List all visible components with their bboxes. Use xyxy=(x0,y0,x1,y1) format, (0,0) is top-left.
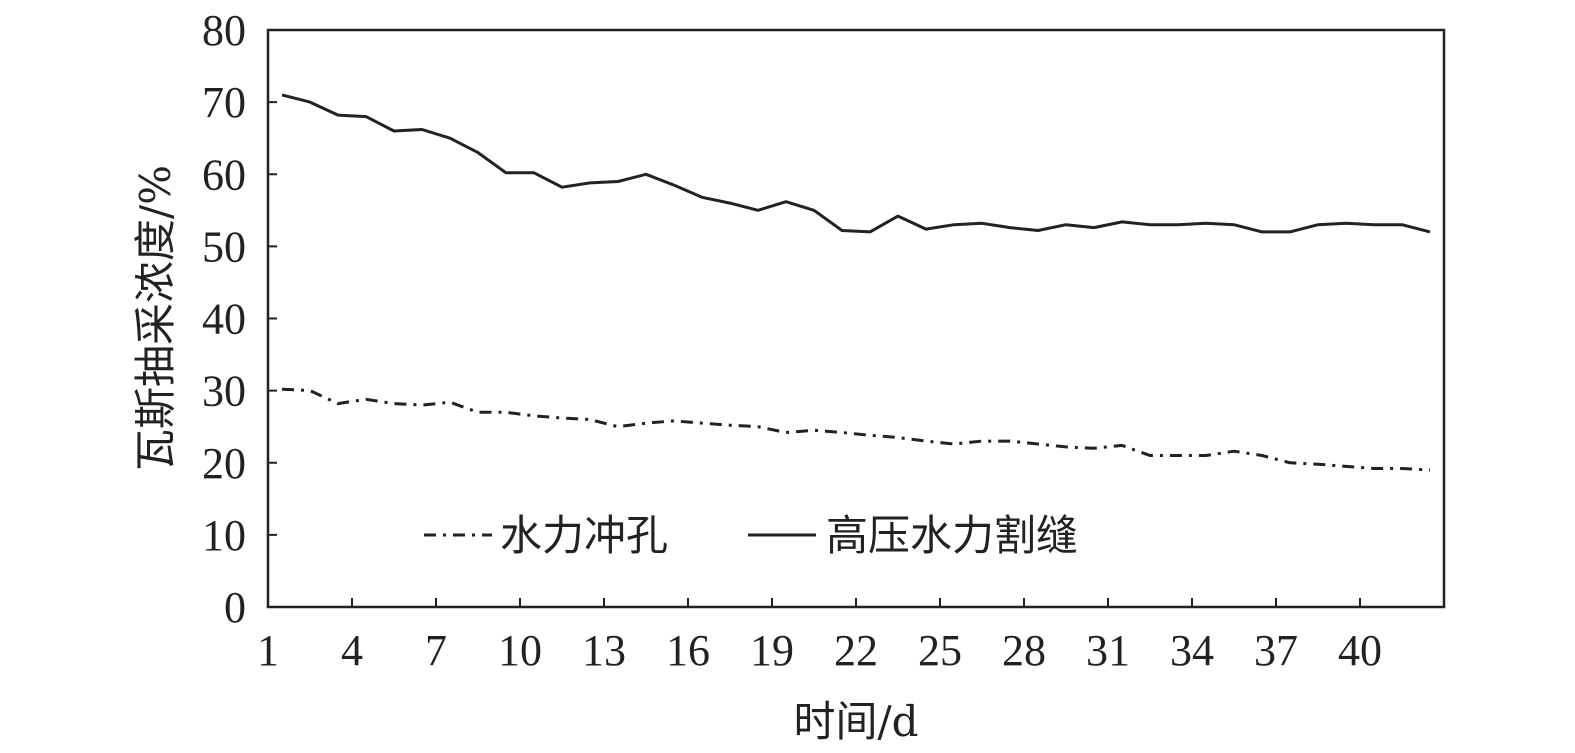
x-tick-label: 28 xyxy=(1002,626,1046,675)
y-tick-label: 40 xyxy=(202,295,246,344)
x-tick-label: 37 xyxy=(1254,626,1298,675)
x-tick-label: 40 xyxy=(1338,626,1382,675)
series-lines xyxy=(281,93,1431,472)
x-axis-title: 时间/d xyxy=(793,697,918,746)
x-tick-label: 4 xyxy=(341,626,363,675)
y-tick-label: 70 xyxy=(202,78,246,127)
y-tick-label: 60 xyxy=(202,150,246,199)
x-tick-label: 31 xyxy=(1086,626,1130,675)
series-line-水力冲孔 xyxy=(281,387,1431,472)
x-axis-ticks: 1 4 7 10 13 16 19 22 25 28 31 34 37 40 xyxy=(257,598,1382,675)
y-tick-label: 50 xyxy=(202,222,246,271)
y-tick-label: 20 xyxy=(202,439,246,488)
y-tick-label: 10 xyxy=(202,511,246,560)
legend-label-高压水力割缝: 高压水力割缝 xyxy=(826,511,1078,560)
x-tick-label: 19 xyxy=(750,626,794,675)
x-tick-label: 13 xyxy=(582,626,626,675)
x-tick-label: 22 xyxy=(834,626,878,675)
y-axis-title: 瓦斯抽采浓度/% xyxy=(131,165,180,471)
series-line-高压水力割缝 xyxy=(281,93,1431,234)
y-tick-label: 0 xyxy=(224,583,246,632)
x-tick-label: 1 xyxy=(257,626,279,675)
x-tick-label: 34 xyxy=(1170,626,1214,675)
y-tick-label: 80 xyxy=(202,6,246,55)
x-tick-label: 10 xyxy=(498,626,542,675)
x-tick-label: 7 xyxy=(425,626,447,675)
x-tick-label: 16 xyxy=(666,626,710,675)
legend: 水力冲孔 高压水力割缝 xyxy=(424,511,1078,560)
y-axis-ticks: 0 10 20 30 40 50 60 70 80 xyxy=(202,6,277,632)
x-tick-label: 25 xyxy=(918,626,962,675)
legend-label-水力冲孔: 水力冲孔 xyxy=(500,511,668,560)
y-tick-label: 30 xyxy=(202,367,246,416)
